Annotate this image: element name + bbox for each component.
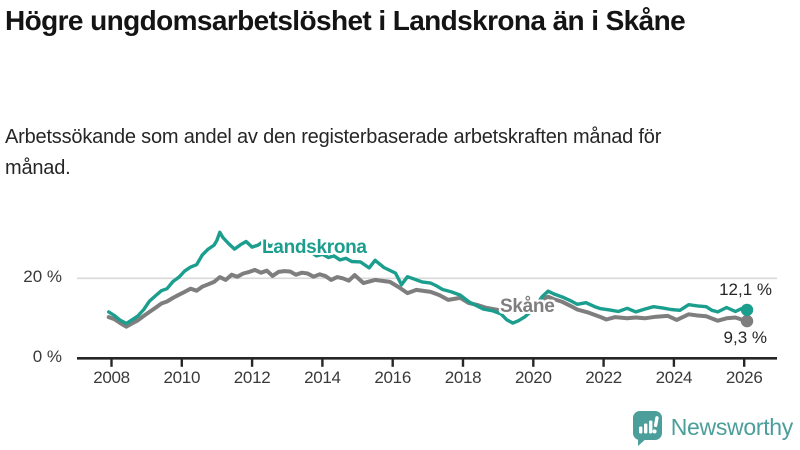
y-axis-label-20: 20 %	[23, 267, 62, 286]
end-value-label-skane: 9,3 %	[723, 328, 767, 347]
x-tick-label-2024: 2024	[655, 368, 693, 387]
end-value-label-landskrona: 12,1 %	[719, 280, 772, 299]
series-label-landskrona: Landskrona	[262, 237, 367, 258]
x-tick-label-2016: 2016	[374, 368, 411, 387]
x-tick-label-2022: 2022	[585, 368, 622, 387]
newsworthy-wordmark: Newsworthy	[670, 413, 794, 440]
series-line-skåne	[106, 267, 749, 329]
x-tick-label-2008: 2008	[93, 368, 130, 387]
end-dot-landskrona	[740, 303, 754, 317]
x-tick-label-2014: 2014	[304, 368, 341, 387]
x-tick-label-2018: 2018	[444, 368, 482, 387]
x-tick-label-2012: 2012	[233, 368, 271, 387]
series-label-skane: Skåne	[500, 296, 555, 317]
series-line-landskrona	[106, 230, 749, 326]
x-axis-labels: 2008 2010 2012 2014 2016 2018 2020 2022 2024 2026	[0, 368, 800, 392]
bar-chart-speech-bubble-icon	[632, 410, 662, 446]
x-tick-label-2010: 2010	[163, 368, 201, 387]
y-axis-label-0: 0 %	[32, 347, 62, 366]
chart-subtitle: Arbetssökande som andel av den registerb…	[5, 126, 662, 179]
chart-title: Högre ungdomsarbetslöshet i Landskrona ä…	[5, 5, 686, 36]
x-tick-label-2020: 2020	[514, 368, 552, 387]
x-tick-label-2026: 2026	[725, 368, 763, 387]
newsworthy-logo: Newsworthy	[631, 408, 793, 446]
end-dot-skåne	[740, 314, 754, 328]
